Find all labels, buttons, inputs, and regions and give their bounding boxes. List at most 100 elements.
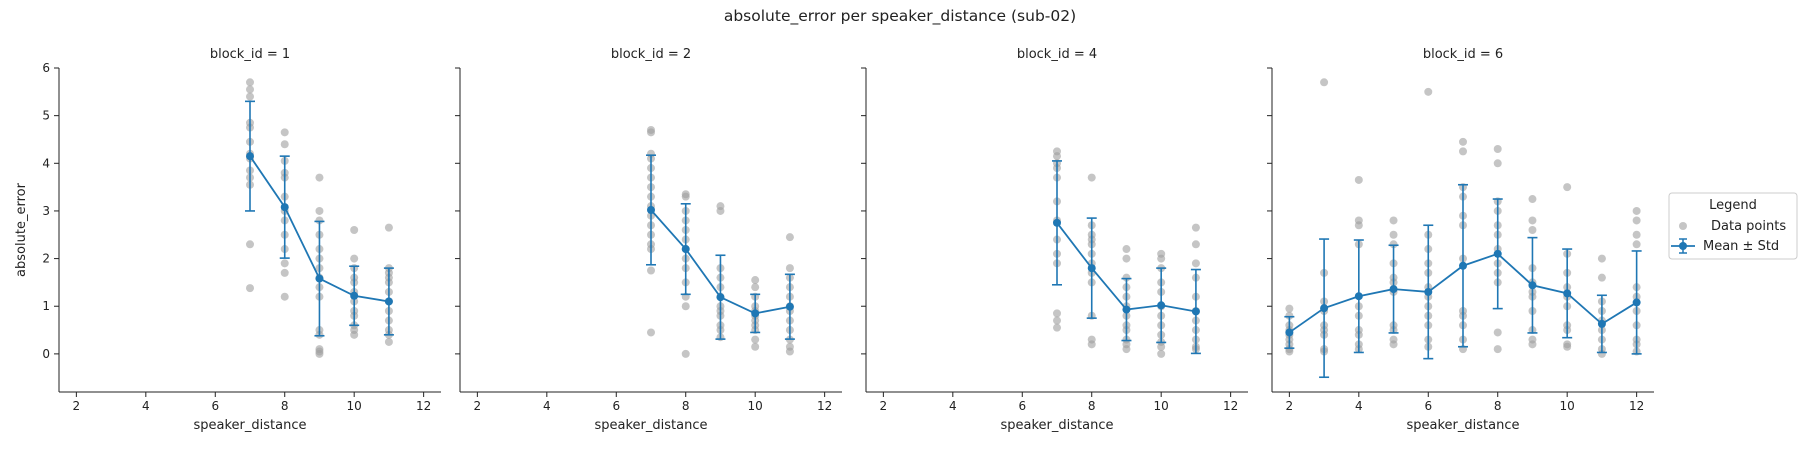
data-point bbox=[1493, 145, 1502, 153]
data-point bbox=[1563, 183, 1572, 192]
mean-marker bbox=[246, 152, 254, 161]
data-point bbox=[751, 283, 760, 292]
y-tick-label: 1 bbox=[42, 299, 50, 313]
mean-marker bbox=[1122, 305, 1131, 314]
data-point bbox=[1087, 340, 1096, 349]
mean-marker bbox=[681, 245, 690, 254]
legend-box bbox=[1668, 192, 1798, 260]
data-point bbox=[1122, 273, 1131, 282]
legend-label: Data points bbox=[1711, 219, 1786, 234]
data-point bbox=[1459, 147, 1467, 156]
data-point bbox=[384, 337, 393, 346]
x-tick-label: 12 bbox=[1223, 399, 1238, 413]
mean-marker bbox=[1191, 307, 1200, 316]
data-point bbox=[1285, 311, 1294, 320]
data-point bbox=[1053, 152, 1061, 161]
x-tick-label: 10 bbox=[1154, 399, 1169, 413]
x-tick-label: 10 bbox=[347, 399, 362, 413]
panel-title: block_id = 2 bbox=[611, 47, 691, 62]
x-tick-label: 8 bbox=[682, 399, 690, 413]
figure-title: absolute_error per speaker_distance (sub… bbox=[724, 7, 1076, 26]
x-tick-label: 2 bbox=[73, 399, 81, 413]
x-tick-label: 8 bbox=[281, 399, 289, 413]
data-point bbox=[1389, 230, 1398, 239]
data-point bbox=[350, 226, 359, 234]
data-point bbox=[1493, 345, 1502, 354]
mean-marker bbox=[1424, 287, 1433, 296]
mean-marker bbox=[1320, 304, 1329, 313]
x-tick-label: 6 bbox=[1424, 399, 1432, 413]
x-tick-label: 2 bbox=[880, 399, 888, 413]
x-tick-label: 2 bbox=[474, 399, 482, 413]
x-axis-label: speaker_distance bbox=[595, 418, 708, 433]
data-point bbox=[315, 206, 324, 215]
x-tick-label: 12 bbox=[416, 399, 431, 413]
x-tick-label: 6 bbox=[1018, 399, 1026, 413]
y-tick-label: 4 bbox=[42, 156, 50, 170]
data-point bbox=[315, 216, 324, 225]
y-tick-label: 6 bbox=[42, 61, 50, 75]
data-point bbox=[1632, 230, 1641, 239]
panel-block-1: block_id = 12 4 6 8 10 120123456speaker_dista… bbox=[14, 47, 441, 433]
data-point bbox=[716, 206, 725, 215]
data-point bbox=[280, 140, 289, 149]
data-point bbox=[280, 268, 289, 277]
x-tick-label: 4 bbox=[142, 399, 150, 413]
data-point bbox=[1563, 342, 1572, 351]
data-point bbox=[350, 254, 359, 263]
mean-marker bbox=[716, 293, 725, 302]
data-point bbox=[246, 284, 254, 293]
y-tick-label: 0 bbox=[42, 347, 50, 361]
data-point bbox=[1354, 175, 1363, 184]
data-point bbox=[1320, 78, 1329, 87]
data-point bbox=[384, 223, 393, 232]
panel-block-3: block_id = 4 2 4 6 8 10 12 speaker_distance bbox=[861, 47, 1248, 433]
mean-marker bbox=[1157, 301, 1166, 310]
panel-block-4: block_id = 6 2 4 6 8 10 12 speaker_distance bbox=[1267, 47, 1654, 433]
data-point bbox=[280, 259, 289, 268]
panels: block_id = 12 4 6 8 10 120123456speaker_dista… bbox=[14, 47, 1654, 433]
mean-marker bbox=[785, 302, 794, 311]
x-tick-label: 2 bbox=[1286, 399, 1294, 413]
data-point bbox=[1597, 254, 1606, 263]
data-point bbox=[785, 347, 794, 356]
legend-label: Mean ± Std bbox=[1703, 239, 1779, 254]
data-point bbox=[1597, 273, 1606, 282]
data-point bbox=[1191, 223, 1200, 232]
x-tick-label: 10 bbox=[1560, 399, 1575, 413]
y-tick-label: 3 bbox=[42, 204, 50, 218]
x-tick-label: 4 bbox=[543, 399, 551, 413]
data-point bbox=[1122, 345, 1131, 354]
data-point bbox=[647, 328, 655, 337]
data-point bbox=[1424, 87, 1433, 96]
data-point bbox=[1389, 240, 1398, 249]
x-tick-label: 4 bbox=[949, 399, 957, 413]
data-point bbox=[647, 266, 655, 275]
data-point bbox=[1157, 254, 1166, 263]
data-point bbox=[1285, 347, 1294, 356]
mean-marker bbox=[350, 291, 359, 300]
mean-marker bbox=[751, 309, 760, 318]
data-point bbox=[1632, 206, 1641, 215]
y-tick-label: 5 bbox=[42, 109, 50, 123]
data-point bbox=[785, 233, 794, 242]
mean-marker bbox=[1389, 285, 1398, 294]
panel-block-2: block_id = 2 2 4 6 8 10 12 speaker_distance bbox=[455, 47, 842, 433]
data-point bbox=[1528, 216, 1537, 225]
data-point bbox=[315, 349, 324, 358]
x-tick-label: 4 bbox=[1355, 399, 1363, 413]
mean-marker bbox=[315, 274, 324, 283]
data-point bbox=[1053, 316, 1061, 325]
data-point bbox=[681, 349, 690, 358]
mean-marker bbox=[384, 297, 393, 306]
data-point bbox=[246, 78, 254, 87]
mean-marker bbox=[1597, 319, 1606, 328]
legend-marker-points bbox=[1679, 222, 1687, 230]
legend: Legend Data points Mean ± Std bbox=[1668, 192, 1798, 260]
mean-marker bbox=[1632, 298, 1641, 307]
data-point bbox=[647, 128, 655, 137]
data-point bbox=[1528, 340, 1537, 349]
data-point bbox=[1632, 240, 1641, 249]
x-tick-label: 10 bbox=[748, 399, 763, 413]
panel-title: block_id = 6 bbox=[1423, 47, 1503, 62]
